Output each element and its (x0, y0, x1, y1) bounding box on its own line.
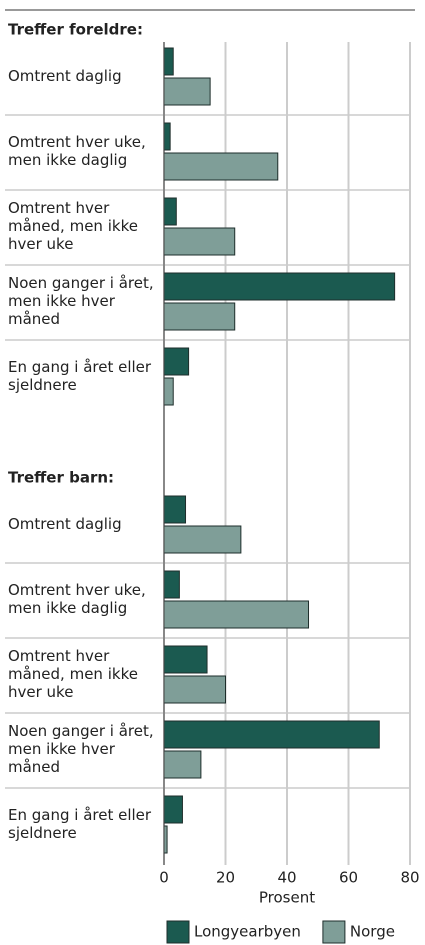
x-tick-label: 60 (339, 869, 358, 887)
category-label: Omtrent hver uke, men ikke daglig (8, 580, 146, 617)
bar (163, 720, 380, 749)
x-tick-label: 80 (400, 869, 419, 887)
bar (163, 675, 226, 704)
legend-swatch (322, 920, 346, 944)
category-label: Omtrent hver uke, men ikke daglig (8, 132, 146, 169)
bar (163, 47, 174, 76)
bar (163, 77, 211, 106)
category-label: Noen ganger i året, men ikke hver måned (8, 273, 154, 328)
category-label: Omtrent hver måned, men ikke hver uke (8, 198, 138, 253)
bar (163, 525, 242, 554)
bar (163, 227, 236, 256)
bar (163, 377, 174, 406)
legend-label: Norge (350, 923, 395, 941)
bar (163, 347, 190, 376)
x-tick-label: 0 (159, 869, 169, 887)
category-label: Omtrent daglig (8, 514, 122, 533)
category-label: Omtrent hver måned, men ikke hver uke (8, 646, 138, 701)
bar (163, 302, 236, 331)
bar (163, 645, 208, 674)
panel-title: Treffer barn: (8, 469, 114, 487)
category-label: En gang i året eller sjeldnere (8, 357, 152, 394)
x-tick-label: 20 (216, 869, 235, 887)
bar (163, 152, 279, 181)
bar (163, 122, 171, 151)
bar (163, 197, 177, 226)
x-axis-label: Prosent (259, 889, 315, 907)
bar (163, 795, 183, 824)
bar (163, 495, 187, 524)
bar (163, 750, 202, 779)
legend-swatch (166, 920, 190, 944)
bar (163, 600, 310, 629)
x-tick-label: 40 (277, 869, 296, 887)
legend-label: Longyearbyen (194, 923, 301, 941)
bar (163, 570, 180, 599)
category-label: Noen ganger i året, men ikke hver måned (8, 721, 154, 776)
category-label: Omtrent daglig (8, 66, 122, 85)
category-label: En gang i året eller sjeldnere (8, 805, 152, 842)
panel-title: Treffer foreldre: (8, 21, 143, 39)
bar (163, 272, 396, 301)
